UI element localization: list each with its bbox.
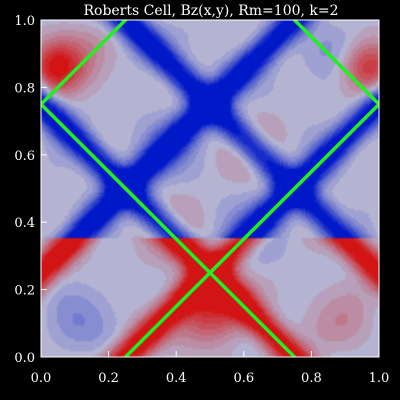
x-tick-label: 0.4 [166,371,187,386]
y-tick-label: 0.2 [14,284,35,299]
separatrix-line-4 [123,102,379,357]
separatrix-lines [41,20,379,357]
y-axis: 0.0 0.2 0.4 0.6 0.8 1.0 [14,14,47,366]
x-tick-label: 0.2 [98,371,119,386]
x-tick-label: 0.6 [233,371,254,386]
y-tick-label: 1.0 [14,14,35,29]
y-tick-label: 0.6 [14,149,35,164]
chart-title: Roberts Cell, Bz(x,y), Rm=100, k=2 [83,3,338,19]
separatrix-line-2 [292,20,379,106]
y-tick-label: 0.8 [14,81,35,96]
x-axis: 0.0 0.2 0.4 0.6 0.8 1.0 [31,351,390,386]
bz-heatmap [41,20,379,357]
plot-area [40,19,380,358]
x-tick-label: 1.0 [369,371,390,386]
x-tick-label: 0.8 [301,371,322,386]
plot-frame [40,19,380,358]
x-tick-label: 0.0 [31,371,52,386]
y-tick-label: 0.0 [14,351,35,366]
y-tick-label: 0.4 [14,216,35,231]
separatrix-line-1 [41,20,128,106]
separatrix-line-3 [41,102,297,357]
